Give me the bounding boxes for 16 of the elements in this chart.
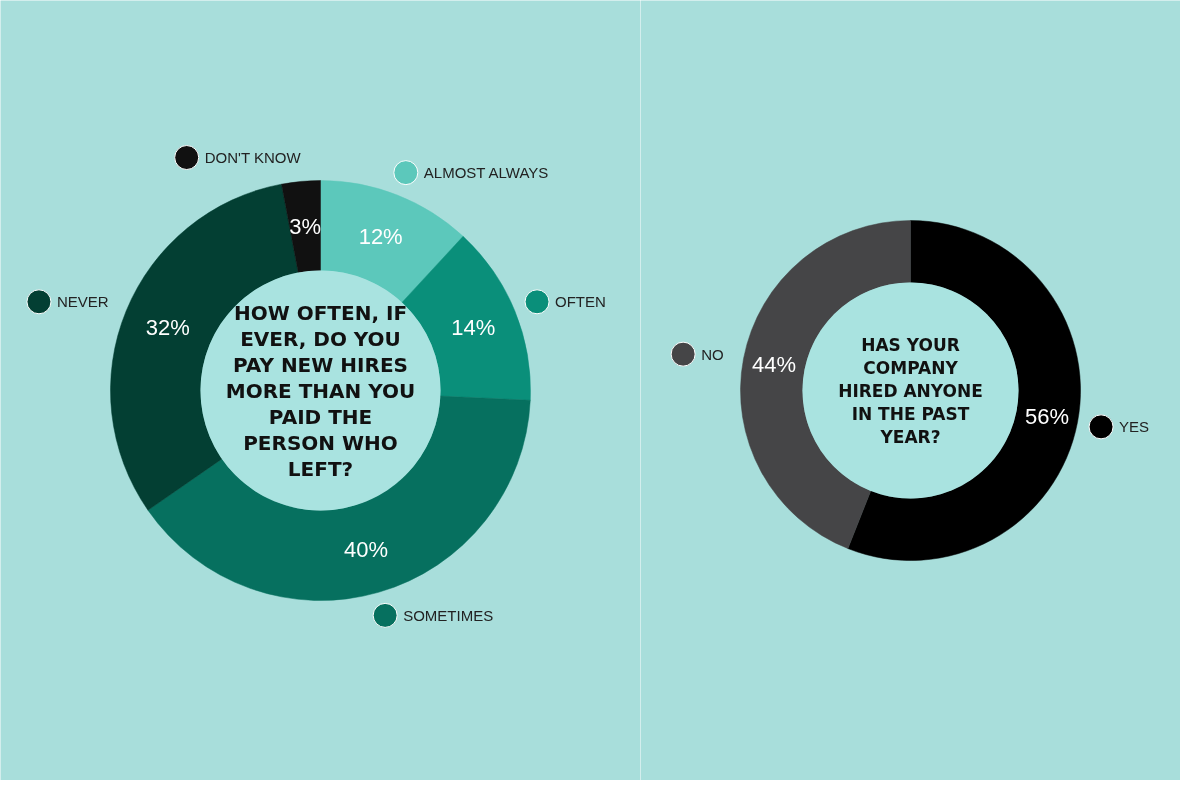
legend-label: OFTEN: [555, 293, 606, 311]
data-label: 3%: [289, 213, 322, 239]
legend-label: NO: [701, 345, 724, 363]
data-label: 12%: [358, 224, 403, 250]
data-label: 32%: [145, 315, 190, 341]
legend-label: NEVER: [56, 293, 109, 311]
legend-label: YES: [1119, 418, 1150, 436]
data-label: 44%: [751, 351, 796, 377]
text: HOW OFTEN, IF EVER, DO YOU PAY NEW HIRES MORE THAN YOU PAID THE PERSON WHO LEFT?: [225, 300, 416, 481]
text: HAS YOUR COMPANY HIRED ANYONE IN THE PAST YEAR?: [838, 334, 983, 447]
legend-label: ALMOST ALWAYS: [423, 164, 549, 182]
legend-label: DON'T KNOW: [204, 149, 302, 167]
data-label: 14%: [451, 315, 496, 341]
data-label: 56%: [1025, 404, 1070, 430]
data-label: 40%: [344, 536, 389, 562]
legend-label: SOMETIMES: [403, 606, 494, 624]
